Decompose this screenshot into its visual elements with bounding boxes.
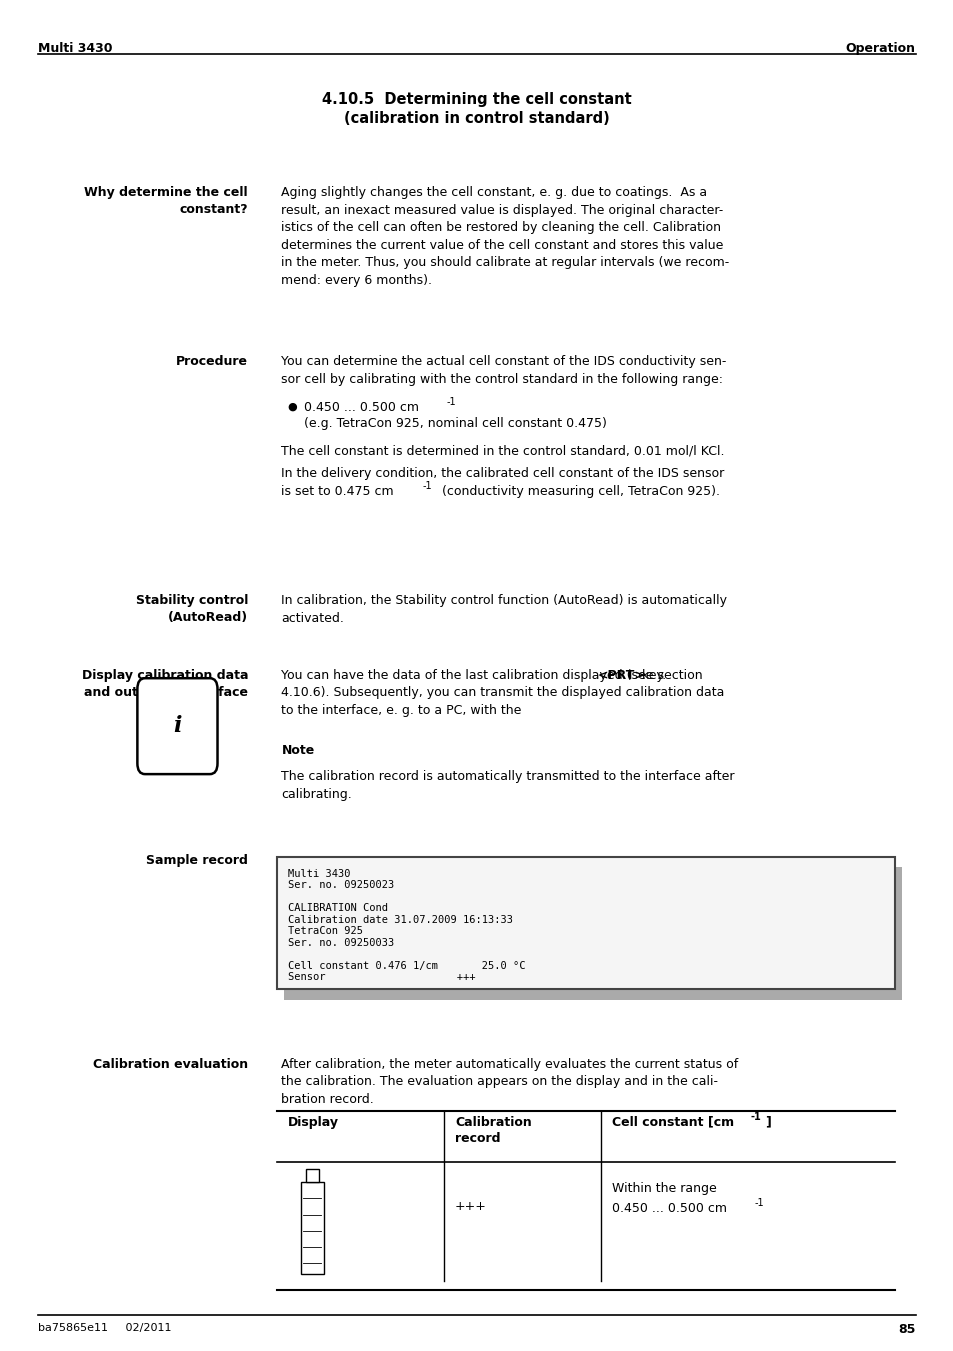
Text: In the delivery condition, the calibrated cell constant of the IDS sensor: In the delivery condition, the calibrate… (281, 467, 724, 481)
Text: After calibration, the meter automatically evaluates the current status of
the c: After calibration, the meter automatical… (281, 1058, 738, 1106)
Text: 4.10.5  Determining the cell constant: 4.10.5 Determining the cell constant (322, 92, 631, 107)
Bar (284, 867, 902, 1000)
Text: -1: -1 (422, 481, 432, 490)
Bar (300, 1182, 324, 1274)
Text: 85: 85 (898, 1323, 915, 1336)
Text: ba75865e11     02/2011: ba75865e11 02/2011 (38, 1323, 172, 1332)
Text: Cell constant 0.476 1/cm       25.0 °C: Cell constant 0.476 1/cm 25.0 °C (288, 961, 525, 970)
Text: ]: ] (764, 1116, 770, 1129)
Text: The calibration record is automatically transmitted to the interface after
calib: The calibration record is automatically … (281, 770, 734, 801)
Text: Calibration
record: Calibration record (455, 1116, 531, 1144)
Text: -1: -1 (754, 1198, 763, 1208)
Text: Ser. no. 09250023: Ser. no. 09250023 (288, 881, 394, 890)
Text: (calibration in control standard): (calibration in control standard) (344, 111, 609, 126)
Text: Stability control
(AutoRead): Stability control (AutoRead) (135, 594, 248, 624)
Text: Multi 3430: Multi 3430 (38, 42, 112, 55)
Text: Sample record: Sample record (146, 854, 248, 867)
Text: (conductivity measuring cell, TetraCon 925).: (conductivity measuring cell, TetraCon 9… (437, 485, 720, 499)
Text: The cell constant is determined in the control standard, 0.01 mol/l KCl.: The cell constant is determined in the c… (281, 444, 724, 458)
Text: Calibration evaluation: Calibration evaluation (92, 1058, 248, 1071)
Text: key.: key. (638, 669, 665, 682)
Text: CALIBRATION Cond: CALIBRATION Cond (288, 904, 388, 913)
Text: Within the range: Within the range (612, 1182, 717, 1196)
Bar (276, 857, 894, 989)
Text: ●: ● (287, 401, 296, 411)
Text: 0.450 ... 0.500 cm: 0.450 ... 0.500 cm (612, 1202, 727, 1216)
Text: Cell constant [cm: Cell constant [cm (612, 1116, 734, 1129)
Text: You can have the data of the last calibration displayed (see section
4.10.6). Su: You can have the data of the last calibr… (281, 669, 724, 717)
Text: Calibration date 31.07.2009 16:13:33: Calibration date 31.07.2009 16:13:33 (288, 915, 513, 924)
FancyBboxPatch shape (137, 678, 217, 774)
Text: Operation: Operation (845, 42, 915, 55)
Text: Display calibration data
and output to interface: Display calibration data and output to i… (81, 669, 248, 698)
Text: 0.450 ... 0.500 cm: 0.450 ... 0.500 cm (304, 401, 419, 415)
Text: Display: Display (288, 1116, 338, 1129)
Text: Note: Note (281, 744, 314, 758)
Text: Aging slightly changes the cell constant, e. g. due to coatings.  As a
result, a: Aging slightly changes the cell constant… (281, 186, 729, 286)
Text: +++: +++ (455, 1200, 486, 1213)
Text: -1: -1 (446, 397, 456, 407)
Text: In calibration, the Stability control function (AutoRead) is automatically
activ: In calibration, the Stability control fu… (281, 594, 727, 626)
Text: is set to 0.475 cm: is set to 0.475 cm (281, 485, 394, 499)
Text: Ser. no. 09250033: Ser. no. 09250033 (288, 938, 394, 947)
Text: (e.g. TetraCon 925, nominal cell constant 0.475): (e.g. TetraCon 925, nominal cell constan… (304, 417, 606, 431)
Text: Sensor                     +++: Sensor +++ (288, 973, 476, 982)
Text: Why determine the cell
constant?: Why determine the cell constant? (84, 186, 248, 216)
Text: Multi 3430: Multi 3430 (288, 869, 351, 878)
Bar (306, 1169, 318, 1182)
Text: <PRT>: <PRT> (597, 669, 645, 682)
Text: Procedure: Procedure (176, 355, 248, 369)
Text: -1: -1 (750, 1112, 760, 1121)
Text: You can determine the actual cell constant of the IDS conductivity sen-
sor cell: You can determine the actual cell consta… (281, 355, 726, 386)
Text: i: i (173, 715, 181, 738)
Text: TetraCon 925: TetraCon 925 (288, 927, 363, 936)
